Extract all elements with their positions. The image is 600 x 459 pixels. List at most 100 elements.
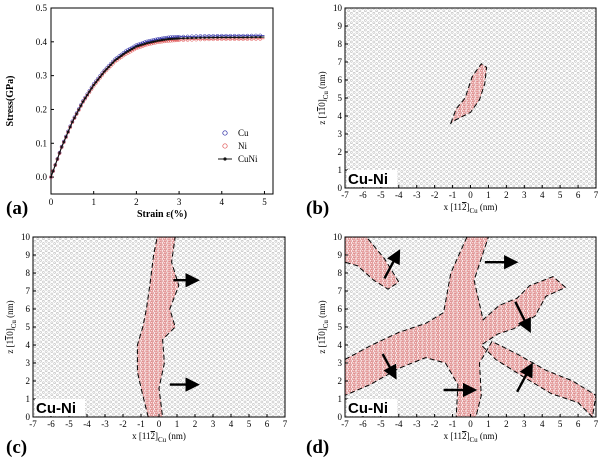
x-tick-label: 4 — [540, 419, 545, 429]
point-CuNi — [49, 175, 53, 179]
point-CuNi — [88, 90, 91, 93]
point-CuNi — [212, 36, 215, 39]
y-axis-label: Stress(GPa) — [5, 76, 16, 127]
y-tick-label: 0.4 — [36, 37, 48, 47]
y-tick-label: 6 — [26, 304, 31, 314]
y-tick-label: 3 — [338, 129, 343, 139]
point-CuNi — [160, 38, 164, 42]
point-CuNi — [147, 41, 151, 44]
point-CuNi — [54, 163, 57, 167]
panel-a-stress-strain: 0 1 2 3 4 5 0.0 0.1 0.2 0.3 0.4 0.5 Strain ε(%) Stres… — [5, 3, 274, 220]
point-CuNi — [169, 37, 172, 41]
x-tick-label: -1 — [137, 419, 145, 429]
x-tick-label: 1 — [486, 419, 491, 429]
y-tick-label: 2 — [338, 376, 343, 386]
x-tick-label: -5 — [377, 190, 385, 200]
point-CuNi — [77, 108, 80, 111]
point-CuNi — [220, 36, 223, 39]
y-tick-label: 1 — [338, 394, 343, 404]
point-CuNi — [73, 116, 76, 120]
x-tick-label: 4 — [229, 419, 234, 429]
point-CuNi — [86, 93, 89, 97]
point-Ni — [74, 112, 79, 117]
panel-label-d: (d) — [306, 437, 329, 458]
point-CuNi — [79, 104, 83, 107]
material-label: Cu-Ni — [348, 171, 388, 188]
y-axis-label: z [110]Cu (nm) — [317, 300, 330, 353]
y-tick-label: 2 — [338, 147, 343, 157]
panel-label-c: (c) — [6, 437, 27, 458]
point-Ni — [72, 116, 77, 121]
x-tick-label: 2 — [134, 197, 139, 207]
legend-label: CuNi — [238, 154, 258, 164]
point-CuNi — [113, 59, 117, 62]
x-tick-label: 3 — [522, 419, 527, 429]
point-CuNi — [150, 41, 153, 44]
defect-region-slip-band — [137, 237, 179, 417]
series-line-CuNi — [50, 36, 265, 178]
x-tick-label: 4 — [220, 197, 225, 207]
motion-arrow — [514, 301, 531, 334]
y-tick-label: 0.0 — [36, 172, 48, 182]
defect-boundary-dislocation-loop — [449, 63, 488, 125]
point-CuNi — [109, 63, 112, 67]
motion-arrow — [516, 362, 533, 393]
legend-label: Ni — [238, 141, 247, 151]
point-CuNi — [258, 35, 262, 39]
y-tick-label: 1 — [26, 394, 31, 404]
y-tick-label: 4 — [26, 340, 31, 350]
point-CuNi — [237, 36, 241, 39]
point-CuNi — [254, 36, 258, 39]
point-CuNi — [98, 75, 102, 79]
x-tick-label: 5 — [247, 419, 252, 429]
x-tick-label: 7 — [283, 419, 288, 429]
point-Ni — [81, 100, 85, 104]
y-tick-label: 9 — [26, 250, 31, 260]
y-tick-label: 7 — [338, 57, 343, 67]
point-CuNi — [145, 41, 149, 45]
x-tick-label: 2 — [504, 419, 509, 429]
point-CuNi — [207, 36, 211, 39]
x-tick-label: -5 — [377, 419, 385, 429]
point-CuNi — [105, 68, 108, 71]
defect-region-dislocation-loop — [450, 63, 487, 124]
panel-c-lattice-map: -7 -6 -5 -4 -3 -2 -1 0 1 2 3 4 5 6 7 0 1 2 3 4 5 6 7 8 9 10 x [112… — [5, 232, 288, 444]
point-CuNi — [175, 37, 179, 40]
point-CuNi — [56, 157, 59, 161]
x-tick-label: 1 — [175, 419, 180, 429]
point-CuNi — [107, 65, 110, 69]
panel-label-a: (a) — [6, 198, 28, 219]
point-CuNi — [177, 37, 181, 40]
y-tick-label: 8 — [338, 268, 343, 278]
x-axis-label: x [112]Cu (nm) — [132, 431, 186, 444]
x-tick-label: 0 — [468, 190, 473, 200]
point-CuNi — [203, 36, 206, 39]
point-CuNi — [60, 145, 63, 149]
material-label-backdrop — [347, 170, 397, 187]
panel-b-lattice-map: -7 -6 -5 -4 -3 -2 -1 0 1 2 3 4 5 6 7 0 1 2 3 4 5 6 7 8 9 10 x [112… — [317, 3, 599, 215]
point-CuNi — [224, 36, 228, 39]
point-CuNi — [162, 38, 166, 41]
point-CuNi — [246, 36, 249, 39]
x-tick-label: -3 — [413, 190, 421, 200]
y-tick-label: 5 — [26, 322, 31, 332]
point-CuNi — [229, 36, 232, 39]
x-tick-label: -3 — [413, 419, 421, 429]
point-Ni — [79, 104, 83, 108]
point-CuNi — [141, 43, 144, 46]
point-CuNi — [90, 87, 93, 90]
point-CuNi — [83, 97, 87, 100]
point-CuNi — [62, 140, 66, 144]
point-CuNi — [58, 151, 61, 155]
x-tick-label: -7 — [341, 190, 349, 200]
point-CuNi — [115, 57, 119, 61]
point-CuNi — [126, 50, 130, 53]
motion-arrow — [383, 249, 401, 279]
point-CuNi — [111, 61, 115, 64]
panel-d-lattice-map: -7 -6 -5 -4 -3 -2 -1 0 1 2 3 4 5 6 7 0 1 2 3 4 5 6 7 8 9 10 x [112… — [317, 232, 599, 444]
point-CuNi — [64, 135, 68, 139]
legend-marker — [223, 157, 227, 161]
y-tick-label: 1 — [338, 165, 343, 175]
point-CuNi — [186, 36, 189, 40]
point-CuNi — [94, 81, 98, 84]
